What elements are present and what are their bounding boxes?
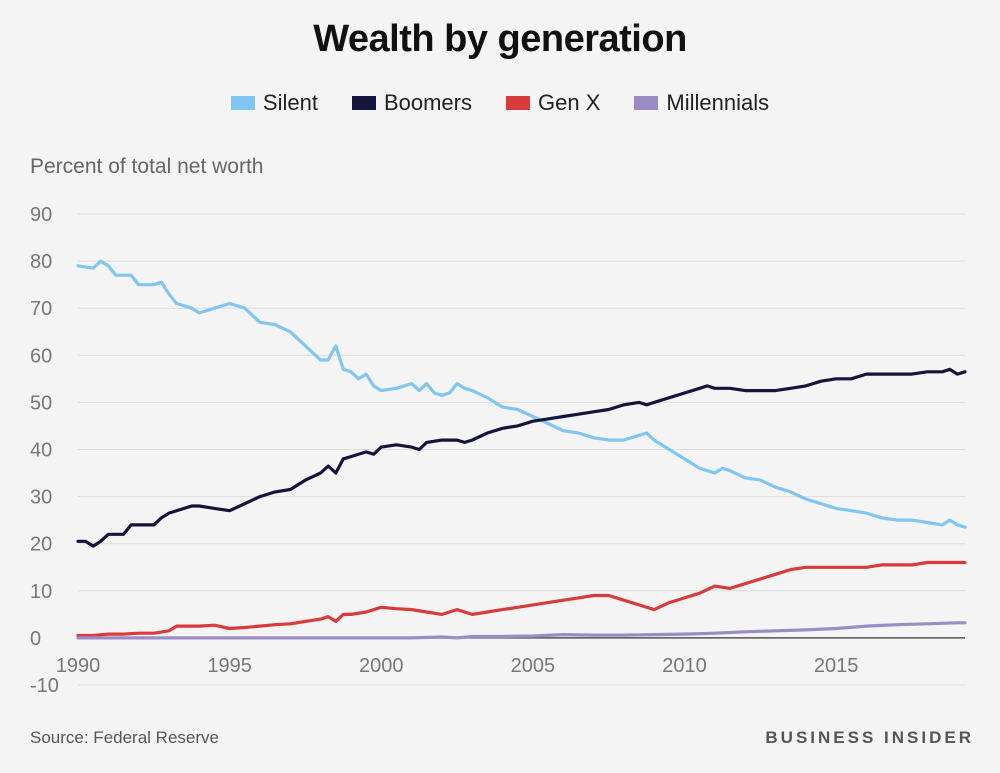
y-tick-label: 10 — [30, 581, 52, 603]
y-tick-label: -10 — [30, 675, 59, 697]
y-axis-label: Percent of total net worth — [30, 155, 264, 178]
chart-title: Wealth by generation — [313, 18, 687, 60]
chart-legend: Silent Boomers Gen X Millennials — [0, 90, 1000, 116]
y-tick-label: 40 — [30, 440, 52, 462]
y-tick-label: 60 — [30, 345, 52, 367]
x-tick-label: 2005 — [511, 655, 556, 677]
series-line-boomers — [76, 367, 967, 548]
x-tick-label: 1995 — [207, 655, 252, 677]
series-line-millennials — [76, 621, 967, 640]
source-note: Source: Federal Reserve — [30, 728, 219, 747]
series-line-gen-x — [76, 560, 967, 638]
y-tick-label: 50 — [30, 392, 52, 414]
y-tick-label: 20 — [30, 534, 52, 556]
y-tick-label: 80 — [30, 251, 52, 273]
y-tick-label: 0 — [30, 628, 41, 650]
x-tick-label: 2010 — [662, 655, 707, 677]
legend-item-boomers: Boomers — [351, 90, 472, 116]
legend-swatch-genx — [506, 96, 530, 110]
y-tick-label: 90 — [30, 204, 52, 226]
legend-label-silent: Silent — [262, 90, 318, 115]
legend-label-boomers: Boomers — [383, 90, 472, 115]
legend-item-genx: Gen X — [506, 90, 600, 116]
legend-swatch-silent — [230, 96, 255, 110]
series-line-silent — [76, 259, 967, 529]
legend-item-millennials: Millennials — [634, 90, 769, 116]
y-tick-label: 70 — [30, 298, 52, 320]
legend-swatch-millennials — [634, 96, 659, 110]
legend-swatch-boomers — [351, 96, 376, 110]
legend-item-silent: Silent — [230, 90, 318, 116]
legend-label-genx: Gen X — [538, 90, 601, 115]
y-tick-label: 30 — [30, 487, 52, 509]
brand-logo-text: BUSINESS INSIDER — [765, 728, 974, 747]
x-tick-label: 1990 — [56, 655, 101, 677]
x-tick-label: 2000 — [359, 655, 404, 677]
legend-label-millennials: Millennials — [666, 90, 770, 115]
x-tick-label: 2015 — [814, 655, 859, 677]
